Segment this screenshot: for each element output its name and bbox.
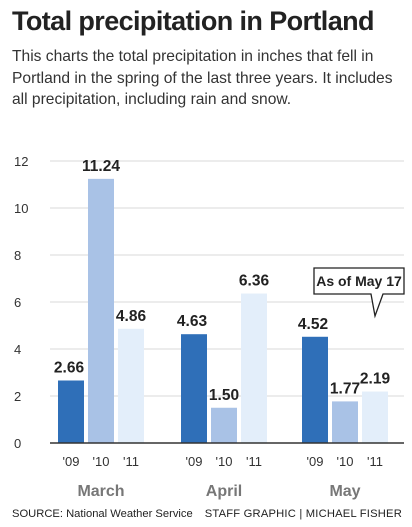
- value-label: 4.63: [177, 313, 208, 330]
- y-tick-label: 6: [14, 295, 21, 310]
- bar-may-0: [302, 336, 328, 443]
- y-tick-label: 12: [14, 154, 28, 169]
- bar-march-0: [58, 380, 84, 443]
- y-tick-label: 8: [14, 248, 21, 263]
- annotation-text: As of May 17: [316, 273, 402, 289]
- y-tick-label: 10: [14, 201, 28, 216]
- value-label: 1.50: [209, 387, 239, 404]
- value-label: 4.86: [116, 308, 147, 325]
- x-year-label: '09: [307, 454, 324, 469]
- bar-may-2: [362, 391, 388, 443]
- bar-march-2: [118, 328, 144, 443]
- annotation-callout: [313, 267, 405, 319]
- y-tick-label: 4: [14, 342, 21, 357]
- source-note: SOURCE: National Weather Service: [12, 508, 193, 520]
- annotation: As of May 17: [313, 267, 405, 319]
- x-year-label: '11: [367, 454, 383, 469]
- x-month-label: May: [329, 483, 360, 500]
- value-label: 2.66: [54, 359, 85, 376]
- x-year-label: '11: [246, 454, 262, 469]
- precipitation-bar-chart: 0 2 4 6 8 10 12 2.66 11.24 4.86 4.63 1.50 6.36 4.52 1…: [14, 154, 405, 500]
- x-year-label: '10: [337, 454, 354, 469]
- bar-april-1: [211, 407, 237, 443]
- value-label: 2.19: [360, 371, 391, 388]
- bar-april-2: [241, 293, 267, 443]
- bars: [58, 178, 388, 444]
- value-label: 11.24: [82, 158, 120, 175]
- x-year-label: '09: [186, 454, 203, 469]
- bar-april-0: [181, 334, 207, 443]
- x-month-label: March: [77, 483, 124, 500]
- x-year-label: '11: [123, 454, 139, 469]
- x-year-label: '10: [216, 454, 233, 469]
- x-year-label: '09: [63, 454, 80, 469]
- y-tick-label: 0: [14, 436, 21, 451]
- y-tick-label: 2: [14, 389, 21, 404]
- bar-march-1: [88, 178, 114, 444]
- y-axis-ticks: 0 2 4 6 8 10 12: [14, 154, 28, 451]
- value-label: 4.52: [298, 316, 328, 333]
- chart-subtitle: This charts the total precipitation in i…: [12, 48, 393, 108]
- value-label: 6.36: [239, 273, 270, 290]
- x-month-label: April: [206, 483, 242, 500]
- value-labels: 2.66 11.24 4.86 4.63 1.50 6.36 4.52 1.772.19: [54, 158, 391, 404]
- value-label: 1.77: [330, 380, 360, 397]
- bar-may-1: [332, 401, 358, 443]
- staff-credit: STAFF GRAPHIC | MICHAEL FISHER: [204, 508, 402, 520]
- x-year-label: '10: [93, 454, 110, 469]
- chart-title: Total precipitation in Portland: [12, 6, 375, 36]
